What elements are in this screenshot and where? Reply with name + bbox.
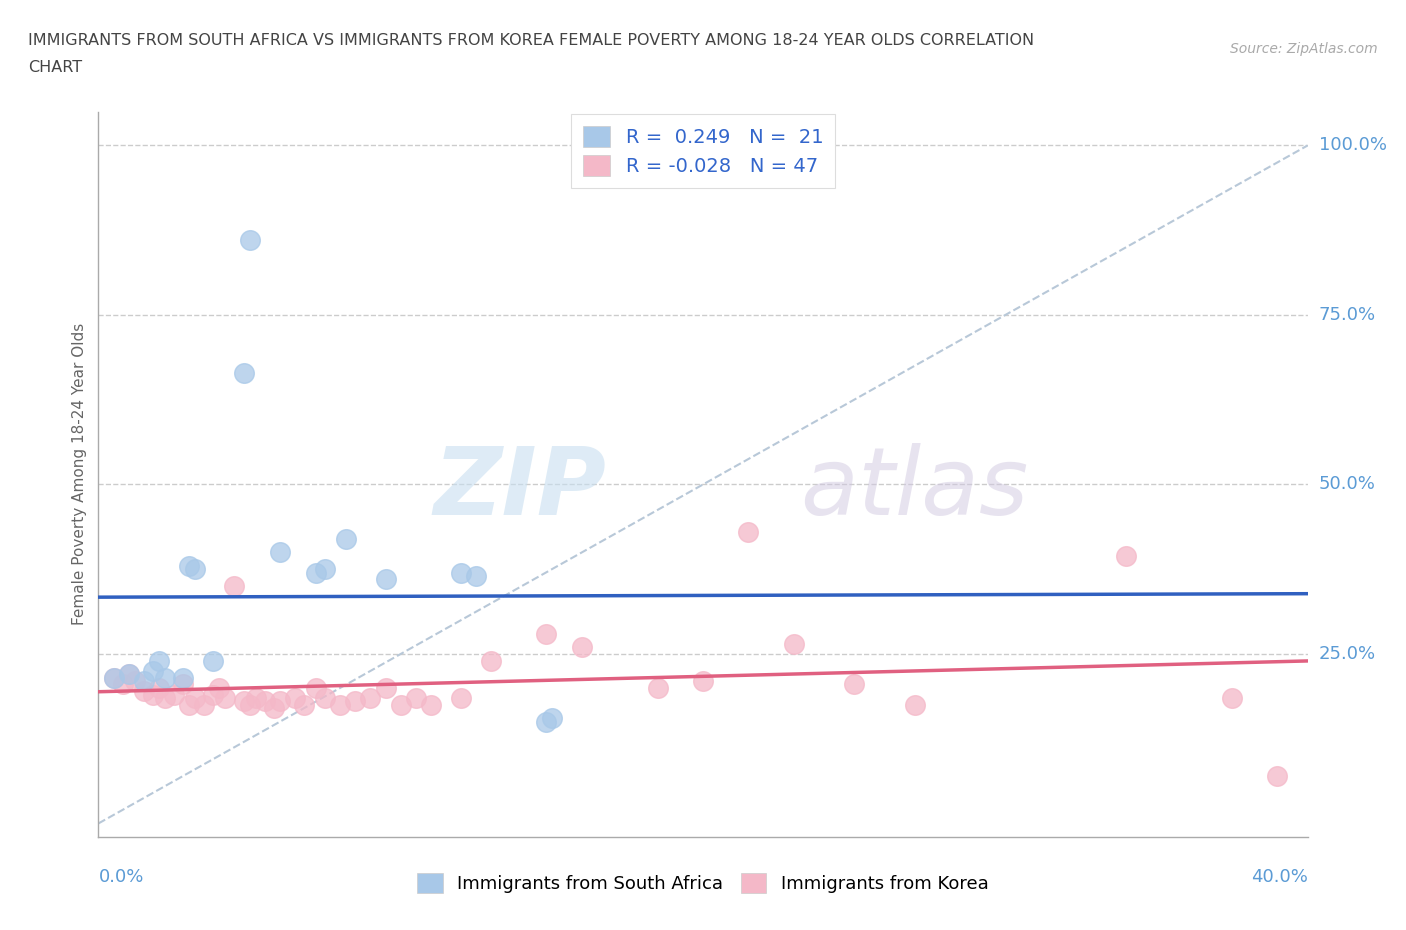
Point [737,525,759,539]
Point [142,687,165,702]
Point [374,572,396,587]
Point [335,531,357,546]
Point [193,698,215,712]
Text: 50.0%: 50.0% [1319,475,1375,494]
Point [202,653,225,668]
Point [208,681,231,696]
Point [142,663,165,678]
Point [405,691,427,706]
Point [329,698,352,712]
Point [389,698,412,712]
Point [103,671,125,685]
Point [253,694,276,709]
Point [540,711,562,725]
Point [269,694,291,709]
Point [269,545,291,560]
Text: ZIP: ZIP [433,443,606,535]
Point [118,667,141,682]
Point [782,636,804,651]
Point [314,562,336,577]
Point [481,653,503,668]
Point [450,691,472,706]
Point [344,694,367,709]
Point [232,694,254,709]
Point [292,698,315,712]
Point [148,681,170,696]
Point [844,677,866,692]
Text: IMMIGRANTS FROM SOUTH AFRICA VS IMMIGRANTS FROM KOREA FEMALE POVERTY AMONG 18-24: IMMIGRANTS FROM SOUTH AFRICA VS IMMIGRAN… [28,33,1035,47]
Text: 25.0%: 25.0% [1319,645,1376,663]
Y-axis label: Female Poverty Among 18-24 Year Olds: Female Poverty Among 18-24 Year Olds [72,324,87,626]
Point [239,698,262,712]
Point [904,698,927,712]
Point [534,626,557,641]
Text: atlas: atlas [800,444,1028,535]
Point [450,565,472,580]
Point [534,714,557,729]
Point [284,691,307,706]
Point [132,684,155,698]
Text: CHART: CHART [28,60,82,75]
Point [314,691,336,706]
Text: 0.0%: 0.0% [98,868,143,885]
Point [148,653,170,668]
Point [571,640,593,655]
Legend: Immigrants from South Africa, Immigrants from Korea: Immigrants from South Africa, Immigrants… [411,866,995,900]
Point [305,565,328,580]
Point [132,673,155,688]
Point [1220,691,1243,706]
Point [1115,548,1137,563]
Point [214,691,236,706]
Point [153,671,176,685]
Point [124,673,146,688]
Point [163,687,186,702]
Point [245,691,267,706]
Point [172,671,194,685]
Point [232,365,254,380]
Point [103,671,125,685]
Point [184,562,207,577]
Text: Source: ZipAtlas.com: Source: ZipAtlas.com [1230,42,1378,56]
Point [111,677,134,692]
Point [224,578,246,593]
Text: 100.0%: 100.0% [1319,137,1386,154]
Point [118,667,141,682]
Point [153,691,176,706]
Point [692,673,714,688]
Point [177,698,201,712]
Point [305,681,328,696]
Point [239,233,262,248]
Point [177,558,201,573]
Point [374,681,396,696]
Point [172,677,194,692]
Point [360,691,382,706]
Text: 75.0%: 75.0% [1319,306,1376,324]
Point [1265,768,1288,783]
Point [647,681,669,696]
Point [419,698,441,712]
Point [184,691,207,706]
Text: 40.0%: 40.0% [1251,868,1308,885]
Point [263,700,285,715]
Point [202,687,225,702]
Point [465,568,488,583]
